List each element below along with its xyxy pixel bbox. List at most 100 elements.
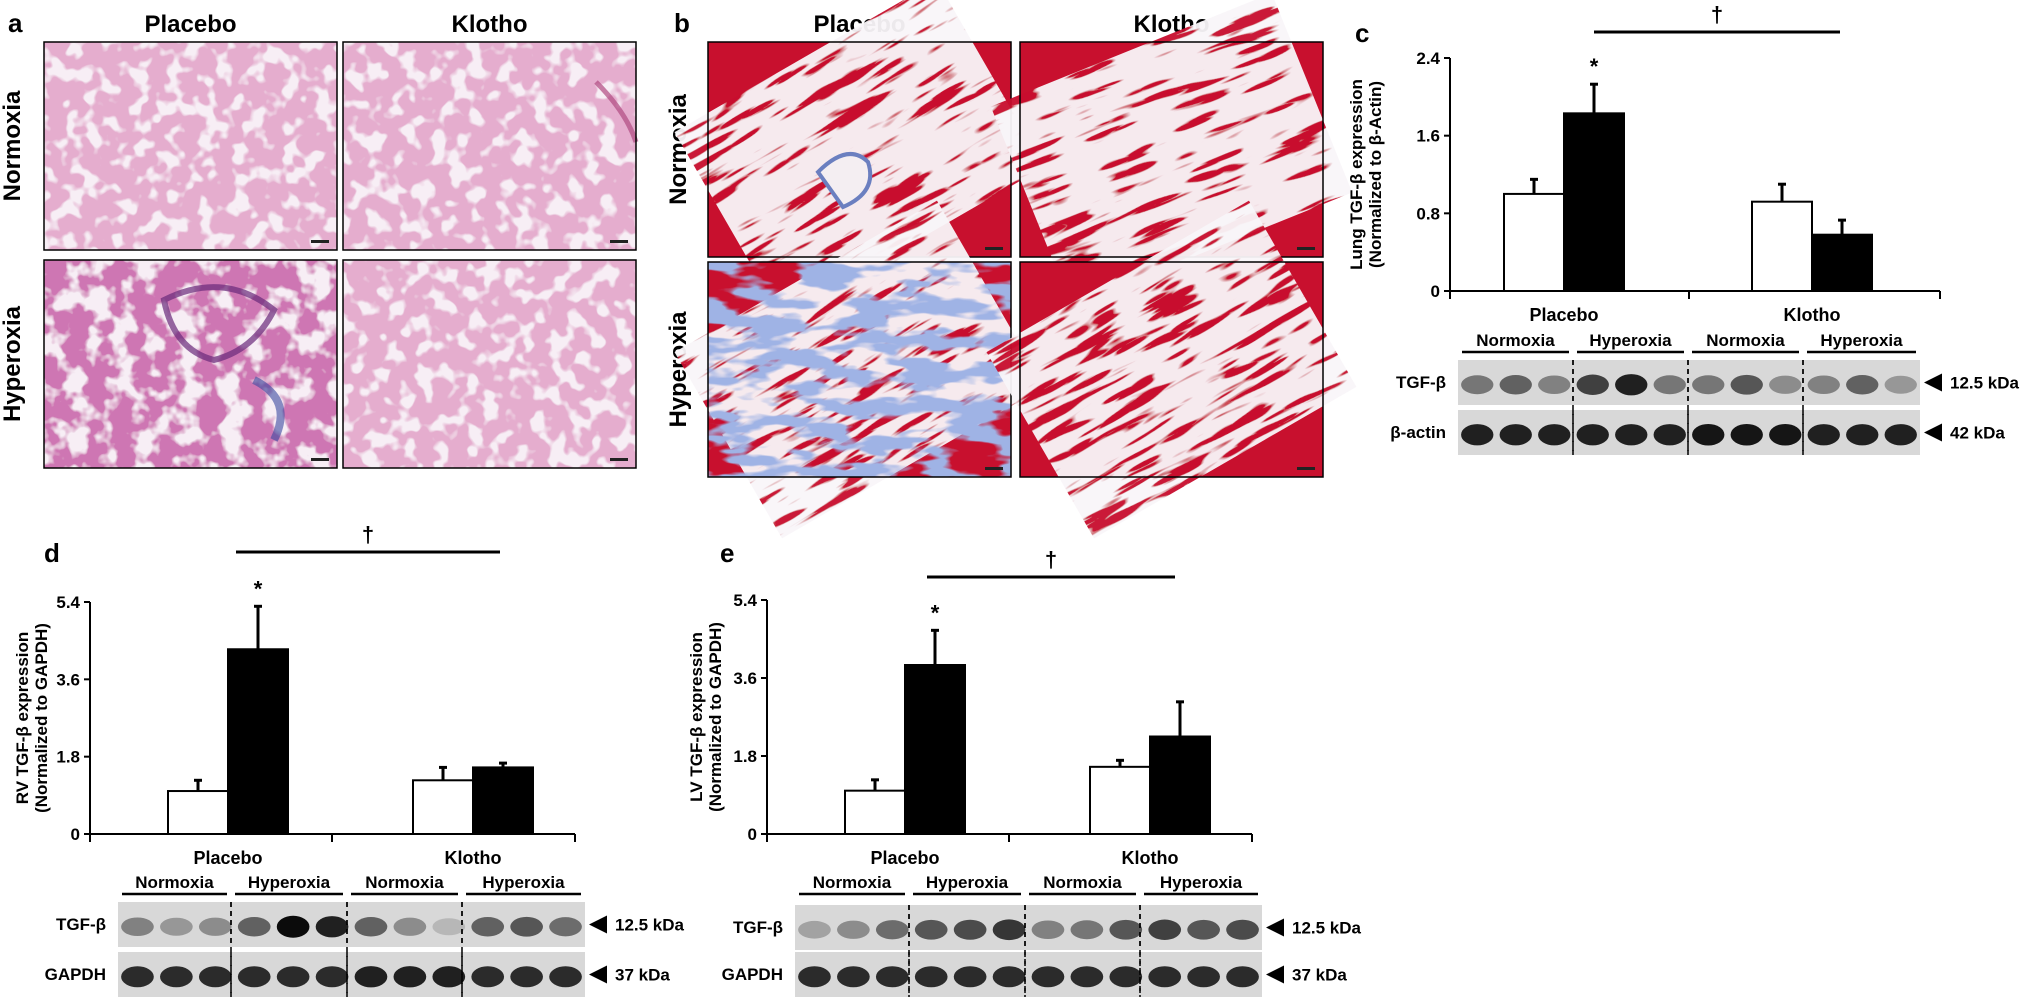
- y-tick-label: 5.4: [56, 593, 80, 612]
- tissue-image: [343, 260, 636, 468]
- protein-label-1: β-actin: [1390, 423, 1446, 442]
- category-label-placebo: Placebo: [870, 848, 939, 868]
- lane-label-normoxia: Normoxia: [135, 873, 214, 892]
- scale-bar: [311, 240, 329, 243]
- blot-band: [1187, 919, 1220, 940]
- blot-band: [198, 966, 232, 988]
- blot-band: [1031, 966, 1065, 988]
- blot-band: [510, 966, 543, 988]
- column-label-klotho: Klotho: [452, 11, 528, 38]
- blot-row--actin: β-actin 42 kDa: [1390, 410, 2005, 455]
- blot-band: [992, 919, 1026, 941]
- y-axis-label: LV TGF-β expression: [687, 632, 706, 802]
- scale-bar: [1297, 467, 1315, 470]
- panel-letter-a: a: [8, 8, 23, 38]
- blot-band: [1109, 966, 1143, 988]
- y-tick-label: 1.8: [733, 747, 757, 766]
- column-label-placebo: Placebo: [144, 11, 236, 38]
- lane-label-hyperoxia: Hyperoxia: [1589, 331, 1672, 350]
- vessel-wall: [594, 80, 639, 143]
- y-axis-label: RV TGF-β expression: [13, 632, 32, 805]
- band-arrow-icon: [1924, 373, 1942, 392]
- blot-band: [471, 917, 505, 937]
- y-axis-label-normalization: (Normalized to β-Actin): [1366, 81, 1385, 268]
- blot-row-gapdh: GAPDH 37 kDa: [722, 952, 1347, 997]
- blot-band: [1461, 424, 1494, 446]
- blot-band: [198, 917, 232, 936]
- y-tick-label: 0: [1431, 282, 1440, 301]
- blot-band: [1884, 424, 1917, 446]
- blot-band: [798, 920, 831, 939]
- blot-band: [237, 966, 271, 988]
- bar-placebo-normoxia: [167, 790, 229, 836]
- bar-klotho-normoxia: [1751, 200, 1813, 292]
- image-border: [342, 41, 637, 251]
- blot-band: [1226, 966, 1259, 988]
- blot-row-gapdh: GAPDH 37 kDa: [45, 952, 670, 997]
- blot-band: [992, 966, 1026, 988]
- micrograph-hyperoxia-placebo: [674, 200, 1045, 539]
- blot-band: [1070, 966, 1104, 988]
- row-label-hyperoxia: Hyperoxia: [0, 305, 26, 422]
- blot-band: [160, 966, 193, 988]
- blot-band: [1653, 424, 1686, 446]
- lane-label-normoxia: Normoxia: [813, 873, 892, 892]
- blot-band: [1884, 375, 1917, 394]
- lane-label-hyperoxia: Hyperoxia: [1160, 873, 1243, 892]
- blot-band: [121, 917, 154, 937]
- blot-band: [1031, 920, 1065, 940]
- blot-membrane: [118, 902, 585, 947]
- category-label-klotho: Klotho: [1784, 305, 1841, 325]
- y-axis-label-normalization: (Normalized to GAPDH): [32, 623, 51, 813]
- y-tick-label: 0: [748, 825, 757, 844]
- blot-band: [1148, 966, 1182, 988]
- y-tick-label: 0.8: [1416, 204, 1440, 223]
- bar-placebo-hyperoxia: [1563, 112, 1625, 293]
- panel-letter-e: e: [720, 538, 734, 568]
- lane-label-normoxia: Normoxia: [1043, 873, 1122, 892]
- micrograph-hyperoxia-klotho: [986, 200, 1357, 539]
- blot-band: [549, 917, 582, 937]
- category-label-klotho: Klotho: [445, 848, 502, 868]
- blot-band: [432, 918, 466, 936]
- tissue-image: [44, 42, 337, 250]
- y-tick-label: 3.6: [733, 669, 757, 688]
- blot-band: [1499, 375, 1532, 395]
- blot-band: [1187, 966, 1220, 988]
- chart-d: 0 1.8 3.6 5.4 RV TGF-β expression (Normalized…: [13, 522, 576, 868]
- blot-band: [510, 916, 543, 937]
- panel-a: a Placebo Klotho Normoxia Hyperoxia: [0, 8, 639, 469]
- blot-band: [121, 966, 154, 988]
- blot-band: [354, 966, 388, 988]
- blot-band: [276, 915, 310, 938]
- significance-dagger: †: [1711, 2, 1723, 27]
- blot-band: [276, 966, 310, 988]
- micrograph-normoxia-placebo: [43, 41, 338, 251]
- micrograph-normoxia-klotho: [342, 41, 639, 251]
- blot-band: [1730, 423, 1763, 446]
- blot-band: [953, 919, 987, 940]
- y-tick-label: 1.6: [1416, 127, 1440, 146]
- bar-placebo-hyperoxia: [904, 664, 966, 835]
- blot-membrane: [1458, 360, 1920, 405]
- blot-band: [914, 966, 948, 988]
- scale-bar: [985, 467, 1003, 470]
- y-tick-label: 1.8: [56, 748, 80, 767]
- band-arrow-icon: [589, 915, 607, 934]
- blot-band: [914, 919, 948, 940]
- blot-membrane: [795, 905, 1262, 950]
- lane-label-hyperoxia: Hyperoxia: [1820, 331, 1903, 350]
- chart-e: 0 1.8 3.6 5.4 LV TGF-β expression (Normalized…: [687, 547, 1253, 868]
- lane-label-normoxia: Normoxia: [1476, 331, 1555, 350]
- lane-label-hyperoxia: Hyperoxia: [482, 873, 565, 892]
- vessel-lumen: [815, 152, 873, 210]
- blot-band: [1846, 375, 1879, 395]
- protein-label-1: GAPDH: [45, 965, 106, 984]
- scale-bar: [311, 458, 329, 461]
- blot-membrane: [795, 952, 1262, 997]
- protein-label-0: TGF-β: [1396, 373, 1446, 392]
- blot-row-tgf-: TGF-β 12.5 kDa: [733, 905, 1362, 950]
- muscle-fibers: [674, 200, 1045, 539]
- y-tick-label: 0: [71, 825, 80, 844]
